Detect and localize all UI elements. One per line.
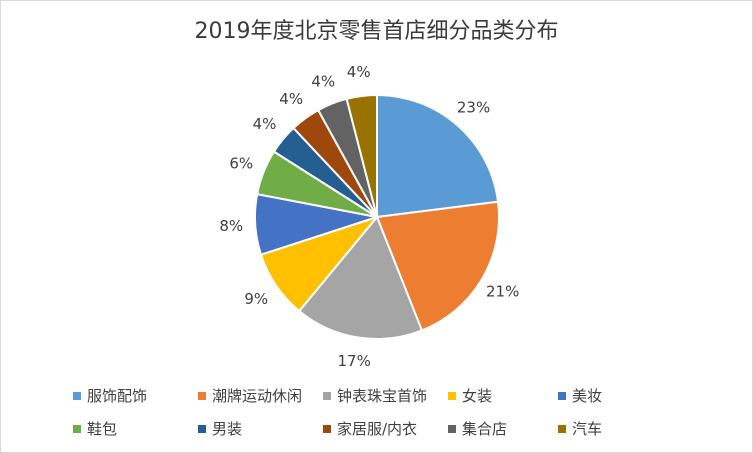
pie-label-3: 17% [337,352,370,370]
legend-label: 钟表珠宝首饰 [337,387,428,405]
legend-label: 男装 [212,420,243,438]
legend-swatch [198,391,206,400]
legend-item-1: 服饰配饰 [73,385,198,406]
legend-item-9: 集合店 [448,418,558,439]
legend-swatch [323,424,331,433]
chart-legend: 服饰配饰 潮牌运动休闲 钟表珠宝首饰 女装 美妆鞋包 男装 家居服/内衣 集合店 汽车 [73,385,673,439]
legend-swatch [323,391,331,400]
pie-slice-3 [297,215,424,340]
pie-label-7: 4% [253,115,277,133]
legend-item-7: 男装 [198,418,323,439]
pie-slice-1 [376,93,500,219]
pie-label-9: 4% [311,72,335,90]
legend-item-3: 钟表珠宝首饰 [323,385,448,406]
legend-label: 美妆 [572,387,603,405]
chart-title: 2019年度北京零售首店细分品类分布 [194,19,559,44]
legend-swatch [73,424,81,433]
legend-item-10: 汽车 [558,418,668,439]
legend-swatch [558,424,566,433]
legend-item-8: 家居服/内衣 [323,418,448,439]
pie-label-8: 4% [279,90,303,108]
pie-label-4: 9% [244,290,268,308]
legend-swatch [448,424,456,433]
legend-swatch [558,391,566,400]
pie-label-6: 6% [229,154,253,172]
pie-label-5: 8% [219,217,243,235]
legend-label: 女装 [462,387,493,405]
legend-label: 潮牌运动休闲 [212,387,303,405]
legend-label: 家居服/内衣 [337,420,418,438]
legend-label: 鞋包 [87,420,118,438]
legend-swatch [198,424,206,433]
legend-item-2: 潮牌运动休闲 [198,385,323,406]
legend-item-5: 美妆 [558,385,668,406]
legend-label: 集合店 [462,420,508,438]
legend-label: 服饰配饰 [87,387,148,405]
legend-item-4: 女装 [448,385,558,406]
pie-label-10: 4% [347,63,371,81]
pie-label-1: 23% [457,98,490,116]
pie-label-2: 21% [486,282,519,300]
pie-slice-10 [345,93,378,218]
legend-swatch [73,391,81,400]
pie-slice-2 [375,200,500,332]
legend-swatch [448,391,456,400]
legend-label: 汽车 [572,420,603,438]
legend-item-6: 鞋包 [73,418,198,439]
